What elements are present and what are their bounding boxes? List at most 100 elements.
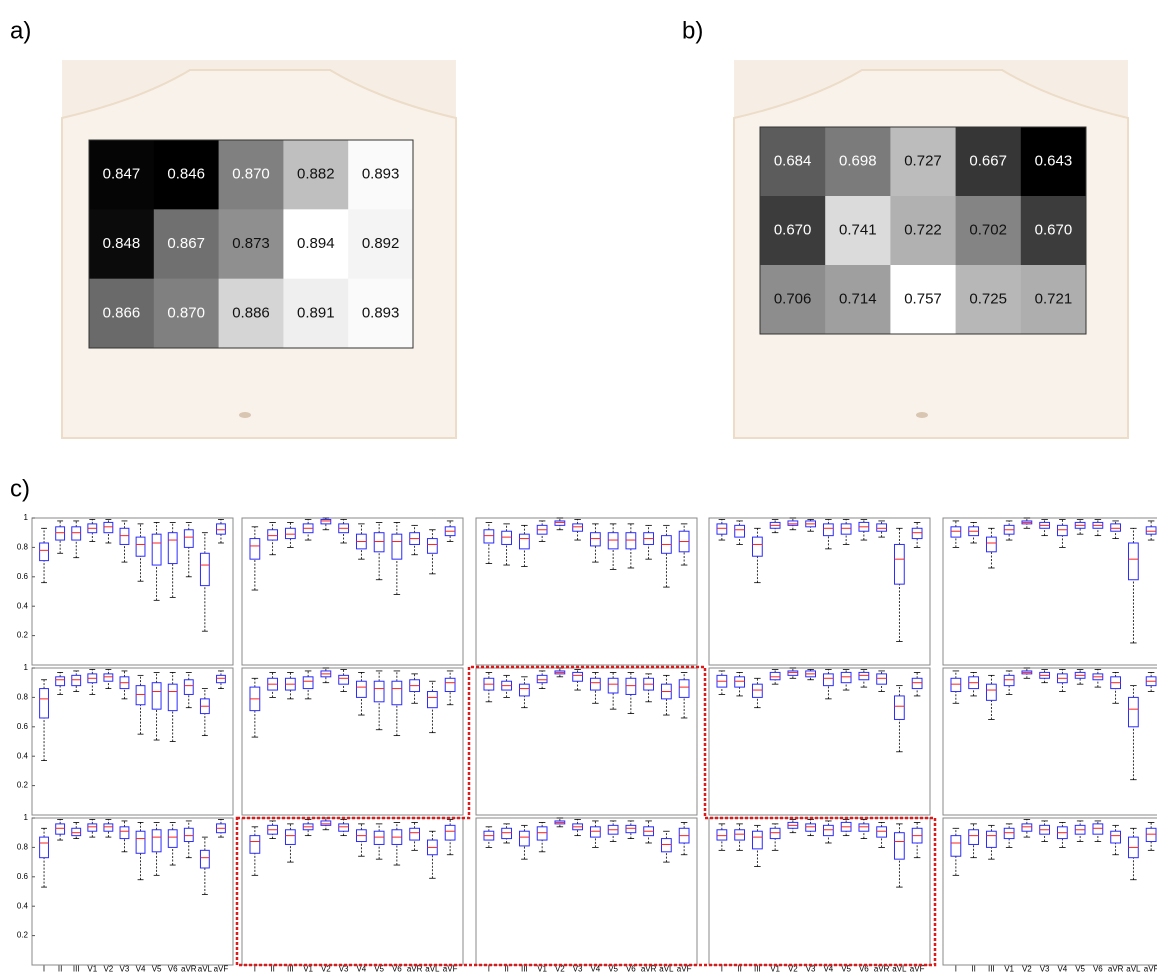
box [1145,827,1157,843]
x-tick-label: V2 [103,965,113,972]
x-tick-label: II [58,965,62,972]
cell-label: 0.721 [1035,290,1073,307]
y-tick-label: 0.6 [17,572,29,581]
box [501,827,513,840]
x-tick-label: V4 [823,965,833,972]
box [151,533,162,566]
x-tick-label: V5 [374,965,384,972]
cell-label: 0.714 [839,290,877,307]
x-tick-label: V1 [1004,965,1014,972]
box-panel [708,517,931,666]
x-tick-label: V4 [356,965,366,972]
box-panel: I II III V1 V2 V3 V4 V5 V6 aVR aVL aVF [241,817,464,972]
navel [916,412,928,418]
x-tick-label: I [955,965,957,972]
box-panel [475,517,698,666]
box [199,849,210,869]
heat-cell [760,127,826,197]
cell-label: 0.727 [904,152,942,169]
box [858,671,870,681]
box [1003,674,1015,687]
cell-label: 0.722 [904,221,942,238]
box [151,682,162,710]
x-tick-label: V4 [1057,965,1067,972]
panel-frame [241,517,464,666]
box [1056,524,1068,537]
box [589,532,601,547]
y-tick-label: 1 [24,663,29,672]
box [716,829,728,841]
heat-cell [89,140,155,210]
box [444,677,456,693]
x-tick-label: aVF [214,965,229,972]
x-tick-label: III [754,965,761,972]
cell-label: 0.698 [839,152,877,169]
box [183,827,194,843]
box [71,827,82,837]
x-tick-label: aVR [407,965,423,972]
box [822,673,834,687]
x-tick-label: aVF [443,965,458,972]
box [734,829,746,841]
x-tick-label: V6 [392,965,402,972]
cell-label: 0.848 [103,235,141,252]
box [1110,830,1122,844]
panel-label: c) [10,475,30,502]
cell-label: 0.741 [839,221,877,238]
x-tick-label: I [488,965,490,972]
box [911,677,923,690]
box [199,552,210,587]
cell-label: 0.643 [1035,152,1073,169]
cell-label: 0.873 [232,235,270,252]
box [950,677,962,693]
box [55,526,66,541]
y-tick-label: 0.2 [17,931,29,940]
x-tick-label: aVF [910,965,925,972]
heat-cell [153,209,220,280]
box [607,532,619,550]
x-tick-label: V6 [859,965,869,972]
x-tick-label: V1 [537,965,547,972]
box [840,671,852,684]
panel-frame [31,817,234,966]
panel-frame [708,667,931,816]
box [39,542,49,562]
heat-cell [760,265,826,335]
cell-label: 0.706 [774,290,812,307]
box [536,826,548,841]
box [751,830,763,850]
box [167,683,178,712]
box [589,826,601,838]
box [444,824,456,841]
panel-frame [31,517,234,666]
x-tick-label: V3 [339,965,349,972]
box [660,838,672,853]
cell-label: 0.757 [904,290,942,307]
x-tick-label: I [43,965,45,972]
box-panel [942,667,1157,816]
box [858,823,870,832]
heat-cell [1020,265,1087,335]
x-tick-label: aVL [659,965,674,972]
box [483,529,495,544]
x-tick-label: aVL [425,965,440,972]
panel-frame [475,817,698,966]
box [284,527,296,540]
box [787,670,799,676]
cell-label: 0.702 [969,221,1007,238]
x-tick-label: aVR [874,965,890,972]
x-tick-label: I [254,965,256,972]
cell-label: 0.725 [969,290,1007,307]
x-tick-label: aVL [892,965,907,972]
panel-frame [942,517,1157,666]
box [267,529,279,541]
heat-cell [283,209,349,280]
x-tick-label: III [521,965,528,972]
box [216,523,226,535]
box [536,674,548,684]
x-tick-label: II [504,965,508,972]
x-tick-label: V5 [1075,965,1085,972]
x-tick-label: aVL [198,965,213,972]
box [518,533,530,550]
